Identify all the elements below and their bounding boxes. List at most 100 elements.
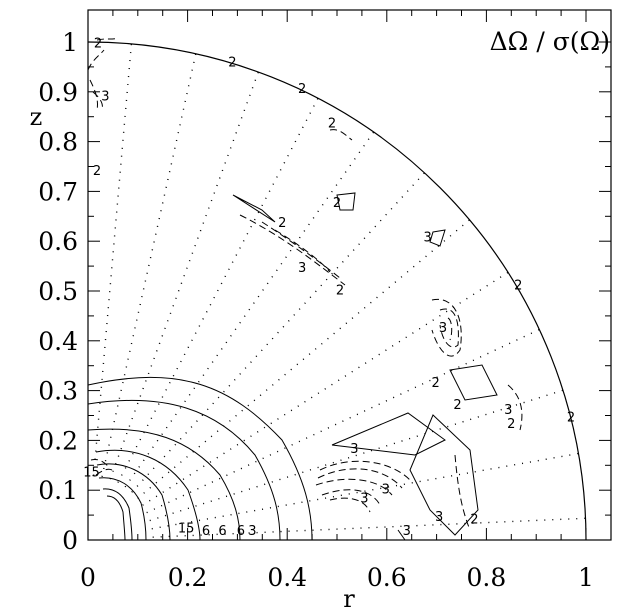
- contour-solid-14: [397, 529, 406, 541]
- dotted-rays: [92, 43, 586, 538]
- contour-label-6: 2: [333, 196, 341, 211]
- contour-dashed-8: [431, 298, 462, 357]
- contour-label-22: 3: [403, 524, 411, 539]
- x-tick-label-2: 0.4: [267, 563, 307, 592]
- contour-solid-4: [96, 463, 171, 541]
- y-tick-labels: 0 0.1 0.2 0.3 0.4 0.5 0.6 0.7 0.8 0.9 1: [38, 28, 78, 555]
- x-tick-label-1: 0.2: [168, 563, 208, 592]
- x-tick-label-4: 0.8: [467, 563, 507, 592]
- contour-dashed-13: [315, 478, 393, 496]
- contour-dashed-9: [439, 308, 459, 348]
- contour-dashed-17: [454, 454, 471, 531]
- contour-label-29: 15: [83, 465, 100, 480]
- y-tick-label-2: 0.2: [38, 426, 78, 455]
- contour-solid-3: [95, 449, 201, 541]
- contour-dashed-4: [329, 129, 353, 141]
- y-tick-label-7: 0.7: [38, 177, 78, 206]
- x-tick-label-3: 0.6: [367, 563, 407, 592]
- contour-label-0: 2: [94, 36, 102, 51]
- contour-label-10: 2: [336, 284, 344, 299]
- dotted-ray-9: [109, 71, 259, 480]
- contour-solid-7: [106, 495, 126, 541]
- contour-dashed-15: [329, 497, 371, 513]
- contour-label-19: 3: [382, 483, 390, 498]
- y-tick-label-1: 0.1: [38, 476, 78, 505]
- contour-dashed-18: [95, 468, 113, 476]
- dotted-ray-10: [101, 53, 197, 477]
- chart-title: ΔΩ / σ(Ω): [490, 27, 610, 56]
- contour-label-8: 3: [423, 231, 431, 246]
- axis-ticks: [87, 10, 611, 541]
- contour-solid-10: [449, 364, 498, 401]
- contour-label-11: 2: [514, 279, 522, 294]
- contour-lines: [87, 37, 523, 541]
- dotted-ray-11: [92, 43, 133, 476]
- contour-label-27: 6: [202, 524, 210, 539]
- y-tick-label-9: 0.9: [38, 78, 78, 107]
- y-tick-label-6: 0.6: [38, 227, 78, 256]
- contour-label-17: 2: [567, 410, 575, 425]
- contour-solid-11: [232, 194, 276, 223]
- dotted-ray-2: [149, 389, 564, 522]
- contour-solid-6: [102, 488, 133, 541]
- dotted-ray-5: [137, 219, 470, 499]
- y-tick-label-0: 0: [62, 526, 78, 555]
- contour-label-12: 3: [439, 321, 447, 336]
- contour-label-18: 3: [350, 442, 358, 457]
- contour-dashed-0: [96, 37, 119, 41]
- plot-frame: [87, 9, 612, 541]
- y-tick-label-4: 0.4: [38, 327, 78, 356]
- dotted-ray-4: [142, 271, 509, 506]
- contour-label-13: 2: [431, 376, 439, 391]
- contour-dashed-11: [319, 460, 411, 481]
- y-tick-label-3: 0.3: [38, 377, 78, 406]
- dotted-ray-1: [151, 452, 579, 530]
- outer-boundary-arc: [87, 41, 587, 541]
- x-tick-labels: 0 0.2 0.4 0.6 0.8 1: [80, 563, 594, 592]
- contour-solid-1: [87, 399, 281, 541]
- y-tick-label-10: 1: [62, 28, 78, 57]
- x-tick-label-5: 1: [578, 563, 594, 592]
- contour-label-26: 6: [218, 524, 226, 539]
- contour-dashed-5: [239, 214, 346, 286]
- contour-label-7: 2: [278, 216, 286, 231]
- contour-solid-0: [87, 376, 313, 541]
- x-axis-label: r: [343, 585, 355, 609]
- contour-dashed-16: [507, 384, 523, 431]
- y-tick-label-8: 0.8: [38, 128, 78, 157]
- contour-label-25: 6: [237, 524, 245, 539]
- contour-label-3: 3: [101, 89, 109, 104]
- contour-dashed-3: [92, 91, 103, 111]
- contour-dashed-12: [317, 468, 403, 489]
- contour-solid-8: [331, 412, 446, 456]
- dotted-ray-0: [152, 517, 586, 538]
- dotted-ray-8: [117, 97, 319, 483]
- contour-dashed-6: [261, 221, 341, 279]
- contour-dashed-14: [321, 489, 381, 506]
- contour-label-15: 3: [504, 403, 512, 418]
- y-axis-label: z: [30, 103, 43, 131]
- contour-label-28: 15: [178, 522, 195, 537]
- contour-label-16: 2: [507, 417, 515, 432]
- dotted-ray-7: [124, 131, 375, 488]
- contour-solid-9: [409, 414, 479, 536]
- x-tick-label-0: 0: [80, 563, 96, 592]
- contour-dashed-10: [447, 317, 453, 341]
- contour-label-4: 2: [328, 117, 336, 132]
- contour-label-2: 2: [298, 82, 306, 97]
- dotted-ray-6: [131, 172, 425, 493]
- contour-label-24: 3: [248, 524, 256, 539]
- contour-dashed-19: [90, 459, 111, 469]
- y-tick-label-5: 0.5: [38, 277, 78, 306]
- contour-solid-13: [429, 229, 446, 247]
- contour-solid-2: [87, 428, 241, 541]
- contour-dashed-1: [87, 49, 105, 71]
- contour-label-20: 3: [360, 492, 368, 507]
- contour-label-14: 2: [453, 398, 461, 413]
- contour-label-5: 2: [93, 164, 101, 179]
- contour-label-9: 3: [298, 261, 306, 276]
- dotted-ray-3: [146, 328, 540, 514]
- contour-label-23: 2: [470, 513, 478, 528]
